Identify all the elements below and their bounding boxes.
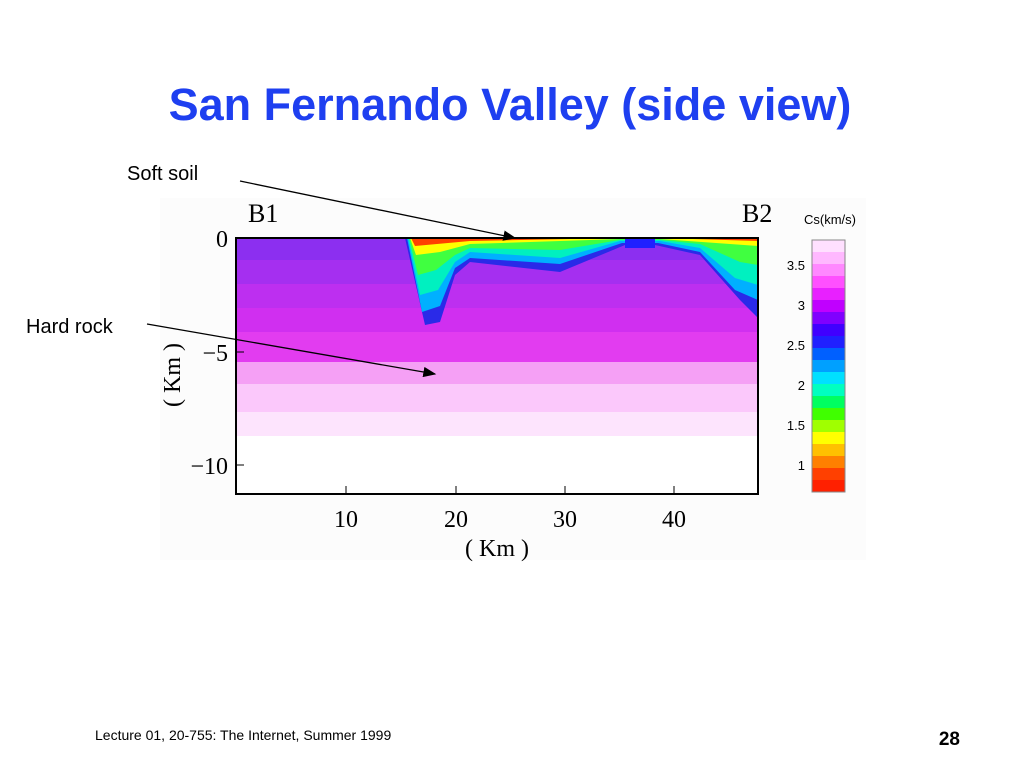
colorbar-segment <box>812 444 845 457</box>
page-number: 28 <box>939 729 960 750</box>
annotation: Hard rock <box>26 316 114 338</box>
colorbar-segment <box>812 324 845 337</box>
colorbar-segment <box>812 360 845 373</box>
left-label: B1 <box>248 199 278 228</box>
y-tick-label: 0 <box>216 227 228 253</box>
y-label: ( Km ) <box>160 343 186 407</box>
colorbar-title: Cs(km/s) <box>804 212 856 227</box>
colorbar-segment <box>812 456 845 469</box>
y-tick-label: −10 <box>190 454 228 480</box>
plot-frame <box>235 237 759 495</box>
title: San Fernando Valley (side view) <box>169 79 852 130</box>
colorbar-segment <box>812 420 845 433</box>
axis-ticks: 0 −5 −10 10 20 30 40 3.5 3 2.5 2 1.5 1 <box>190 227 805 533</box>
colorbar-segment <box>812 288 845 301</box>
x-tick-label: 30 <box>553 507 577 533</box>
colorbar-segment <box>812 276 845 289</box>
colorbar-tick-label: 2 <box>798 378 805 393</box>
x-tick-label: 10 <box>334 507 358 533</box>
arrow <box>146 323 437 378</box>
colorbar-tick-label: 3.5 <box>787 258 805 273</box>
footer: Lecture 01, 20-755: The Internet, Summer… <box>95 727 391 743</box>
colorbar <box>812 240 845 493</box>
colorbar-segment <box>812 432 845 445</box>
colorbar-tick-label: 1 <box>798 458 805 473</box>
colorbar-tick-label: 1.5 <box>787 418 805 433</box>
colorbar-segment <box>812 384 845 397</box>
colorbar-segment <box>812 348 845 361</box>
colorbar-segment <box>812 336 845 349</box>
arrow <box>239 180 517 241</box>
colorbar-segment <box>812 408 845 421</box>
basin <box>405 238 758 325</box>
colorbar-tick-label: 3 <box>798 298 805 313</box>
colorbar-segment <box>812 240 845 253</box>
y-tick-label: −5 <box>202 341 228 367</box>
colorbar-tick-label: 2.5 <box>787 338 805 353</box>
colorbar-segment <box>812 468 845 481</box>
x-tick-label: 20 <box>444 507 468 533</box>
colorbar-segment <box>812 264 845 277</box>
colorbar-segment <box>812 312 845 325</box>
right-label: B2 <box>742 199 772 228</box>
section-bands <box>236 238 758 494</box>
colorbar-segment <box>812 252 845 265</box>
colorbar-segment <box>812 372 845 385</box>
colorbar-segment <box>812 300 845 313</box>
colorbar-segment <box>812 480 845 493</box>
colorbar-frame <box>811 239 846 493</box>
x-tick-label: 40 <box>662 507 686 533</box>
x-label: ( Km ) <box>465 536 529 562</box>
colorbar-segment <box>812 396 845 409</box>
annotation: Soft soil <box>127 163 198 185</box>
